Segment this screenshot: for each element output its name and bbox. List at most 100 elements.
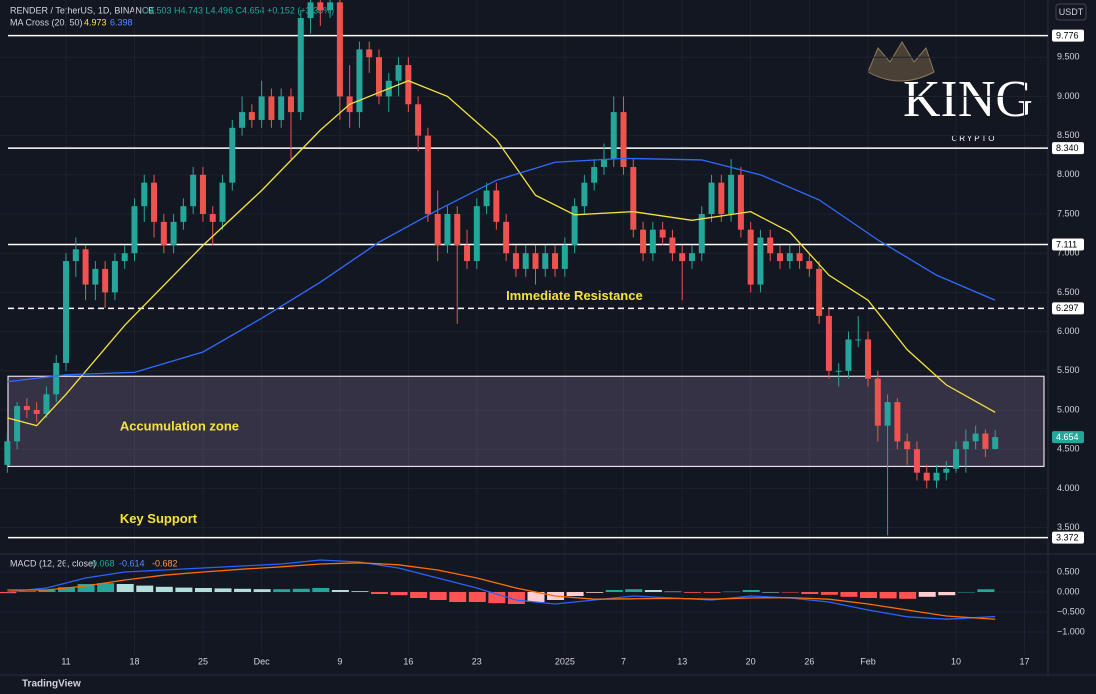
macd-histogram-bar: [116, 584, 134, 592]
candle-body: [610, 112, 617, 160]
x-tick-label: 20: [746, 656, 756, 666]
macd-line: [7, 559, 996, 620]
y-tick-label: 9.500: [1057, 52, 1080, 62]
candle-body: [884, 402, 891, 426]
macd-histogram-bar: [234, 588, 252, 592]
candle-body: [982, 433, 989, 450]
price-tag: [1052, 431, 1084, 444]
candle-body: [43, 394, 50, 414]
candle-body: [522, 253, 529, 269]
currency-box[interactable]: [1055, 3, 1087, 21]
candle-body: [923, 472, 930, 481]
macd-histogram-bar: [0, 592, 17, 594]
x-tick-label: 23: [472, 656, 482, 666]
macd-histogram-bar: [136, 585, 154, 592]
macd-histogram-bar: [723, 591, 741, 593]
macd-line: [7, 562, 996, 620]
candle-body: [464, 245, 471, 262]
level-label: 3.372: [1056, 532, 1079, 542]
candle-body: [219, 182, 226, 222]
candle-body: [953, 449, 960, 469]
candle-body: [180, 206, 187, 222]
candle-body: [287, 96, 294, 113]
currency[interactable]: USDT: [1059, 7, 1084, 17]
level-tag: [1052, 302, 1084, 315]
macd-histogram-bar: [155, 586, 173, 592]
macd-histogram-bar: [58, 587, 76, 592]
candle-body: [503, 221, 510, 254]
candle-body: [835, 370, 842, 372]
macd-label: MACD (12, 26, close): [10, 558, 96, 568]
candle-body: [972, 433, 979, 442]
candle-body: [561, 245, 568, 269]
macd-histogram-bar: [371, 592, 389, 594]
macd-tick-label: −1.000: [1057, 626, 1085, 636]
candle-body: [307, 2, 314, 19]
candle-body: [473, 206, 480, 262]
candle-body: [317, 2, 324, 11]
candle-body: [336, 2, 343, 97]
macd-histogram-bar: [18, 591, 36, 592]
candle-body: [4, 441, 11, 465]
candle-body: [747, 229, 754, 285]
level-tag: [1052, 531, 1084, 544]
candle-body: [581, 182, 588, 207]
level-tag: [1052, 29, 1084, 42]
candle-body: [424, 135, 431, 215]
candle-body: [679, 253, 686, 262]
candle-body: [92, 268, 99, 285]
candle-body: [297, 18, 304, 113]
macd-histogram-bar: [781, 592, 799, 593]
macd-tick-label: 0.000: [1057, 586, 1080, 596]
ma-line: [7, 157, 996, 383]
candle-body: [845, 339, 852, 371]
candle-body: [102, 268, 109, 293]
level-tag: [1052, 142, 1084, 155]
y-tick-label: 9.000: [1057, 91, 1080, 101]
candle-body: [327, 2, 334, 11]
ma50-value: 6.398: [110, 17, 133, 27]
candle-body: [131, 206, 138, 254]
candle-body: [53, 362, 60, 395]
candle-body: [600, 159, 607, 167]
x-tick-label: 16: [403, 656, 413, 666]
candle-body: [571, 206, 578, 246]
candle-body: [72, 249, 79, 262]
macd-histogram-bar: [938, 592, 956, 596]
candle-body: [718, 182, 725, 215]
macd-histogram-bar: [742, 590, 760, 592]
candle-body: [82, 249, 89, 285]
level-label: 6.297: [1056, 303, 1079, 313]
macd-histogram-bar: [586, 592, 604, 593]
logo: KING CRYPTO: [867, 41, 1033, 143]
macd-hist-value: 0.068: [92, 558, 115, 568]
x-tick-label: 18: [129, 656, 139, 666]
macd-histogram-bar: [410, 592, 428, 598]
macd-histogram-bar: [977, 589, 995, 592]
candle-body: [649, 229, 656, 254]
macd-histogram-bar: [77, 584, 95, 592]
macd-histogram-bar: [194, 588, 212, 592]
candle-body: [199, 174, 206, 215]
candle-body: [229, 127, 236, 183]
macd-histogram-bar: [820, 592, 838, 595]
x-tick-label: 13: [677, 656, 687, 666]
candle-body: [454, 214, 461, 246]
candle-body: [992, 437, 999, 449]
candle-body: [190, 174, 197, 207]
macd-histogram-bar: [840, 592, 858, 597]
y-tick-label: 4.500: [1057, 444, 1080, 454]
macd-histogram-bar: [292, 588, 310, 592]
candle-body: [591, 166, 598, 183]
ma-label: MA Cross (20, 50): [10, 17, 83, 27]
x-tick-label: 17: [1020, 656, 1030, 666]
candle-body: [268, 96, 275, 120]
candle-body: [874, 378, 881, 426]
candle-body: [825, 315, 832, 371]
price-tag-label: 4.654: [1056, 432, 1079, 442]
macd-histogram-bar: [762, 592, 780, 593]
candle-body: [786, 253, 793, 262]
candle-body: [806, 261, 813, 269]
candle-body: [512, 253, 519, 269]
